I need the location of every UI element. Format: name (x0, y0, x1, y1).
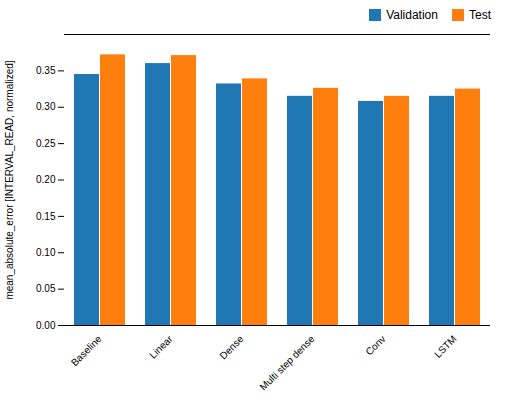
html-text:Test: Test (469, 8, 491, 22)
svg-text:0.05: 0.05 (36, 283, 56, 294)
svg-text:0.10: 0.10 (36, 247, 56, 258)
svg-text:mean_absolute_error [INTERVAL_: mean_absolute_error [INTERVAL_READ, norm… (4, 60, 15, 299)
svg-text:Baseline: Baseline (69, 333, 104, 368)
svg-text:0.35: 0.35 (36, 65, 56, 76)
svg-text:LSTM: LSTM (432, 333, 459, 360)
svg-text:Multi step dense: Multi step dense (257, 333, 317, 393)
svg-text:0.25: 0.25 (36, 138, 56, 149)
svg-text:0.20: 0.20 (36, 174, 56, 185)
html-text:Validation: Validation (386, 8, 438, 22)
svg-text:0.15: 0.15 (36, 211, 56, 222)
svg-text:Dense: Dense (217, 333, 246, 362)
svg-text:Conv: Conv (363, 333, 387, 357)
svg-text:Linear: Linear (147, 333, 175, 361)
svg-text:0.00: 0.00 (36, 320, 56, 331)
svg-text:0.30: 0.30 (36, 101, 56, 112)
